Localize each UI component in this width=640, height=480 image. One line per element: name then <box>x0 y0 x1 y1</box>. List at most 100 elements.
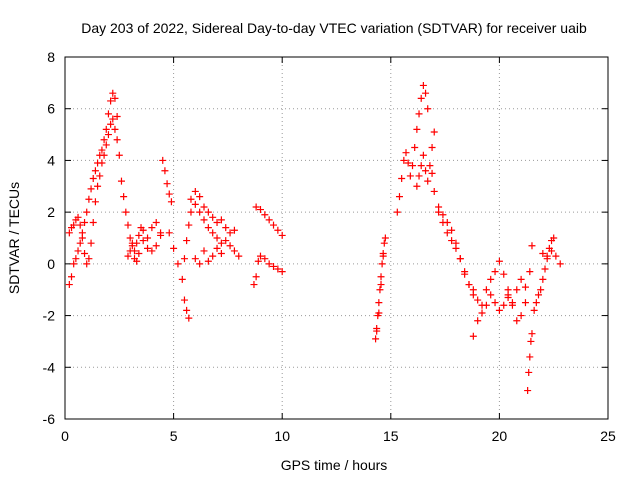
data-point <box>204 224 212 232</box>
data-point <box>469 291 477 299</box>
data-point <box>413 182 421 190</box>
series-sat-v <box>539 247 564 268</box>
data-point <box>100 151 108 159</box>
data-point <box>487 291 495 299</box>
data-point <box>270 262 278 270</box>
data-point <box>89 175 97 183</box>
data-point <box>376 286 384 294</box>
data-point <box>200 247 208 255</box>
series-sat-n <box>393 81 432 216</box>
data-point <box>204 208 212 216</box>
data-point <box>406 172 414 180</box>
data-point <box>113 112 121 120</box>
series-sat-u <box>530 234 558 314</box>
data-point <box>174 260 182 268</box>
data-point <box>191 200 199 208</box>
data-point <box>107 120 115 128</box>
data-point <box>482 286 490 294</box>
data-point <box>167 198 175 206</box>
data-point <box>400 156 408 164</box>
data-point <box>139 226 147 234</box>
data-point <box>213 234 221 242</box>
data-point <box>165 190 173 198</box>
data-point <box>424 105 432 113</box>
data-point <box>104 110 112 118</box>
data-point <box>87 185 95 193</box>
x-tick-label: 0 <box>61 428 69 444</box>
data-point <box>500 270 508 278</box>
data-point <box>430 187 438 195</box>
data-point <box>424 177 432 185</box>
data-series <box>65 81 564 395</box>
data-point <box>209 213 217 221</box>
data-point <box>278 231 286 239</box>
data-point <box>426 162 434 170</box>
data-point <box>556 260 564 268</box>
data-point <box>152 218 160 226</box>
data-point <box>191 187 199 195</box>
data-point <box>393 208 401 216</box>
data-point <box>196 260 204 268</box>
data-point <box>196 193 204 201</box>
data-point <box>180 255 188 263</box>
data-point <box>443 229 451 237</box>
data-point <box>525 368 533 376</box>
data-point <box>191 255 199 263</box>
data-point <box>74 247 82 255</box>
data-point <box>185 221 193 229</box>
series-sat-o <box>413 128 438 190</box>
x-tick-label: 20 <box>492 428 508 444</box>
data-point <box>465 281 473 289</box>
data-point <box>144 234 152 242</box>
data-point <box>261 211 269 219</box>
y-tick-label: -4 <box>43 359 56 375</box>
data-point <box>491 299 499 307</box>
data-point <box>378 260 386 268</box>
data-point <box>548 247 556 255</box>
data-point <box>200 216 208 224</box>
data-point <box>126 247 134 255</box>
data-point <box>381 234 389 242</box>
data-point <box>226 229 234 237</box>
data-point <box>252 203 260 211</box>
data-point <box>96 172 104 180</box>
data-point <box>185 314 193 322</box>
data-point <box>534 291 542 299</box>
data-point <box>448 237 456 245</box>
data-point <box>517 312 525 320</box>
data-point <box>85 195 93 203</box>
data-point <box>380 239 388 247</box>
data-point <box>196 208 204 216</box>
data-point <box>135 231 143 239</box>
x-axis-label: GPS time / hours <box>281 457 388 473</box>
data-point <box>278 268 286 276</box>
data-point <box>68 273 76 281</box>
data-point <box>461 268 469 276</box>
data-point <box>428 144 436 151</box>
data-point <box>102 125 110 133</box>
series-sat-b <box>65 115 121 268</box>
data-point <box>81 250 89 258</box>
data-point <box>183 237 191 245</box>
data-point <box>375 309 383 317</box>
data-point <box>76 239 84 247</box>
series-sat-k <box>252 203 286 239</box>
y-tick-label: 6 <box>47 101 55 117</box>
series-sat-g <box>180 296 193 322</box>
data-point <box>117 177 125 185</box>
data-point <box>159 156 167 164</box>
data-point <box>552 252 560 260</box>
data-point <box>70 221 78 229</box>
data-point <box>526 353 534 361</box>
data-point <box>72 255 80 263</box>
data-point <box>415 172 423 180</box>
data-point <box>448 226 456 234</box>
data-point <box>265 216 273 224</box>
data-point <box>411 144 419 151</box>
data-point <box>65 281 73 289</box>
data-point <box>111 94 119 102</box>
data-point <box>187 195 195 203</box>
data-point <box>98 159 106 167</box>
data-point <box>417 94 425 102</box>
chart-title: Day 203 of 2022, Sidereal Day-to-day VTE… <box>81 20 587 36</box>
